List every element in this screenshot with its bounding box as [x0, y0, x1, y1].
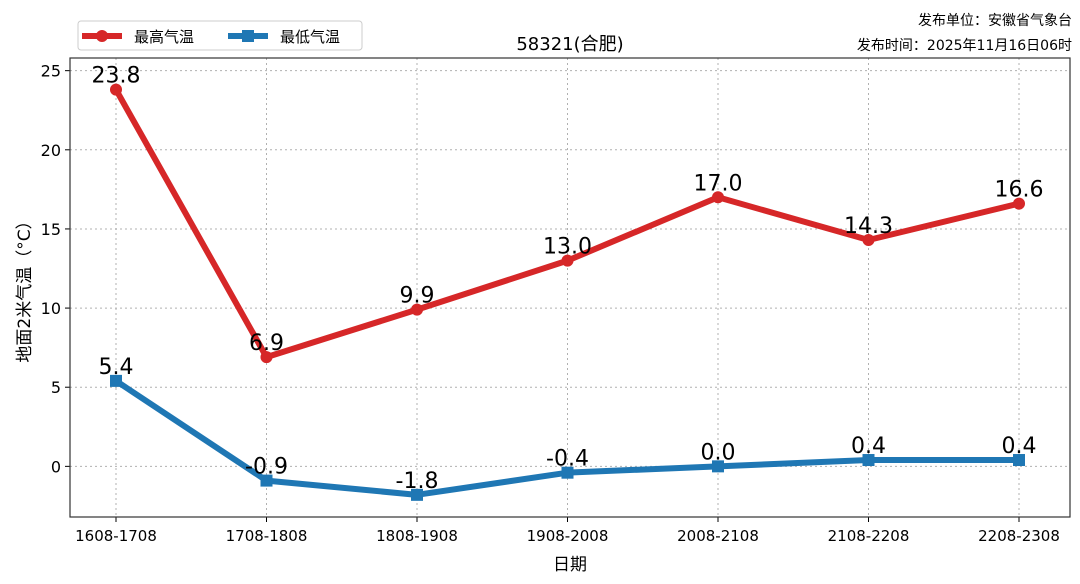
publisher-unit: 发布单位：安徽省气象台	[918, 13, 1072, 29]
publish-time: 发布时间：2025年11月16日06时	[856, 38, 1072, 54]
y-tick-label: 0	[51, 457, 61, 476]
data-point	[561, 254, 574, 267]
data-label: 0.4	[1002, 434, 1037, 459]
y-axis-label: 地面2米气温（°C）	[15, 212, 35, 362]
data-point	[110, 374, 122, 387]
data-label: -0.4	[546, 447, 589, 472]
y-tick-label: 5	[51, 378, 61, 397]
data-point	[712, 191, 724, 204]
legend-marker	[242, 30, 254, 42]
data-label: 5.4	[99, 355, 134, 380]
legend-label: 最高气温	[134, 28, 194, 46]
data-point	[260, 474, 273, 487]
data-label: -1.8	[396, 469, 439, 494]
data-label: 17.0	[694, 171, 743, 196]
legend-marker	[96, 30, 108, 42]
x-axis-label: 日期	[553, 555, 587, 575]
x-tick-label: 1708-1808	[226, 527, 308, 545]
data-label: 16.6	[995, 178, 1044, 203]
x-tick-label: 2008-2108	[677, 527, 759, 545]
y-tick-label: 10	[41, 299, 61, 318]
x-tick-label: 2108-2208	[828, 527, 910, 545]
x-tick-label: 2208-2308	[978, 527, 1060, 545]
data-label: 6.9	[249, 331, 284, 356]
y-tick-label: 15	[41, 220, 61, 239]
y-tick-label: 20	[41, 141, 61, 160]
data-label: 13.0	[543, 235, 592, 260]
data-label: 9.9	[400, 284, 435, 309]
y-tick-label: 25	[41, 62, 61, 81]
data-point	[411, 303, 423, 316]
data-label: 23.8	[92, 64, 141, 89]
legend-box	[77, 20, 363, 51]
data-point	[712, 460, 724, 473]
data-label: 0.0	[701, 440, 736, 465]
data-point	[260, 351, 273, 364]
data-point	[561, 466, 574, 479]
data-label: 0.4	[851, 434, 886, 459]
plot-frame	[69, 57, 1071, 518]
data-point	[1013, 454, 1025, 467]
data-point	[862, 234, 875, 247]
chart-title: 58321(合肥)	[516, 34, 623, 55]
data-point	[1013, 197, 1025, 210]
data-point	[411, 488, 423, 501]
legend-label: 最低气温	[280, 28, 340, 46]
x-tick-label: 1808-1908	[376, 527, 458, 545]
data-point	[110, 83, 122, 96]
data-point	[862, 454, 875, 467]
data-label: -0.9	[245, 455, 288, 480]
x-tick-label: 1608-1708	[75, 527, 157, 545]
data-label: 14.3	[844, 214, 893, 239]
x-tick-label: 1908-2008	[527, 527, 609, 545]
